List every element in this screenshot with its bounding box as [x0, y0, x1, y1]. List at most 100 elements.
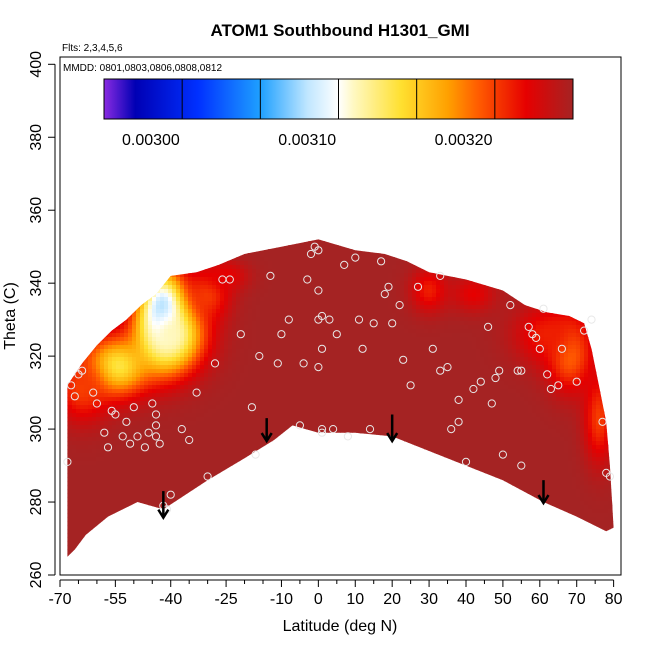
- y-tick-label: 280: [28, 489, 45, 516]
- x-tick-label: -10: [270, 591, 293, 608]
- data-point: [92, 399, 102, 408]
- data-point: [122, 417, 131, 426]
- data-point: [329, 425, 338, 434]
- data-point: [166, 490, 175, 499]
- data-point: [380, 290, 389, 299]
- colorbar-tick-label: 0.00300: [122, 132, 180, 149]
- y-tick-label: 300: [28, 416, 45, 443]
- data-point: [454, 395, 463, 404]
- data-point: [273, 359, 282, 368]
- colorbar-tick-label: 0.00310: [278, 132, 336, 149]
- data-point: [388, 319, 397, 328]
- x-tick-label: 10: [346, 591, 364, 608]
- data-point: [524, 322, 533, 331]
- data-point: [535, 344, 544, 353]
- data-point: [539, 304, 548, 313]
- data-point: [144, 428, 153, 437]
- data-point: [484, 322, 493, 331]
- data-point: [210, 359, 220, 368]
- data-point: [495, 366, 504, 375]
- y-axis-title: Theta (C): [2, 282, 19, 350]
- data-point: [314, 315, 323, 324]
- data-point: [580, 326, 589, 335]
- arrow: [386, 414, 399, 444]
- data-point: [413, 282, 423, 291]
- data-point: [133, 432, 142, 441]
- data-point: [377, 257, 386, 266]
- data-point: [395, 301, 404, 310]
- data-point: [546, 384, 556, 394]
- data-point: [317, 344, 327, 353]
- data-point: [126, 439, 135, 448]
- data-point: [295, 421, 304, 430]
- data-point: [461, 457, 471, 466]
- data-point: [277, 330, 286, 339]
- data-point: [177, 425, 186, 434]
- data-point: [89, 388, 98, 397]
- data-point: [78, 366, 87, 375]
- heatmap-field: [67, 239, 614, 557]
- data-point: [70, 392, 79, 401]
- data-point: [284, 315, 293, 324]
- data-point: [358, 344, 367, 353]
- data-point: [443, 363, 452, 372]
- y-axis: 260 280 300 320 340 360 380 400: [28, 51, 56, 589]
- data-point: [557, 344, 567, 353]
- data-point: [314, 286, 323, 295]
- data-point: [343, 432, 352, 441]
- data-point: [317, 428, 327, 437]
- data-point: [436, 366, 445, 375]
- data-point: [299, 359, 308, 368]
- arrow: [157, 491, 170, 520]
- data-point: [266, 271, 275, 280]
- x-tick-label: 40: [457, 591, 475, 608]
- data-point: [598, 417, 607, 426]
- x-tick-label: 30: [420, 591, 438, 608]
- data-point: [491, 373, 500, 383]
- data-point: [67, 381, 76, 390]
- data-point: [605, 472, 615, 481]
- data-point: [148, 399, 157, 408]
- plot-frame: [59, 56, 622, 576]
- data-point: [192, 388, 201, 397]
- data-point: [303, 275, 312, 284]
- data-point: [103, 443, 113, 452]
- data-point: [399, 355, 408, 364]
- data-point: [151, 421, 161, 430]
- data-point: [436, 271, 445, 280]
- data-point: [487, 399, 496, 408]
- data-point: [513, 366, 522, 375]
- data-point: [255, 352, 264, 361]
- data-point: [225, 275, 234, 284]
- x-axis: -70 -55 -40 -25 -10 0 10 20 30 40 50 60 70 80: [48, 579, 623, 608]
- colorbar-tick-label: 0.00320: [435, 132, 493, 149]
- x-tick-label: 80: [605, 591, 623, 608]
- arrows: [157, 414, 550, 520]
- arrow: [260, 418, 273, 444]
- x-tick-label: 70: [568, 591, 586, 608]
- data-point: [517, 461, 526, 470]
- data-point: [454, 417, 463, 426]
- x-tick-label: -70: [48, 591, 71, 608]
- data-point: [325, 315, 334, 324]
- y-tick-label: 400: [28, 51, 45, 78]
- data-points: [63, 242, 615, 514]
- data-point: [384, 282, 393, 291]
- data-point: [129, 403, 138, 412]
- data-point: [332, 330, 341, 339]
- data-point: [236, 330, 245, 339]
- data-point: [151, 432, 161, 441]
- x-axis-title: Latitude (deg N): [283, 618, 398, 635]
- data-point: [532, 333, 541, 342]
- data-point: [247, 403, 256, 412]
- data-point: [155, 439, 164, 448]
- data-point: [314, 246, 323, 255]
- data-point: [314, 363, 323, 372]
- dates-label: MMDD: 0801,0803,0806,0808,0812: [63, 63, 222, 74]
- data-point: [100, 428, 109, 437]
- y-tick-label: 320: [28, 343, 45, 370]
- colorbar-labels: 0.00300 0.00310 0.00320: [122, 132, 493, 149]
- y-tick-label: 260: [28, 562, 45, 589]
- data-point: [517, 366, 526, 375]
